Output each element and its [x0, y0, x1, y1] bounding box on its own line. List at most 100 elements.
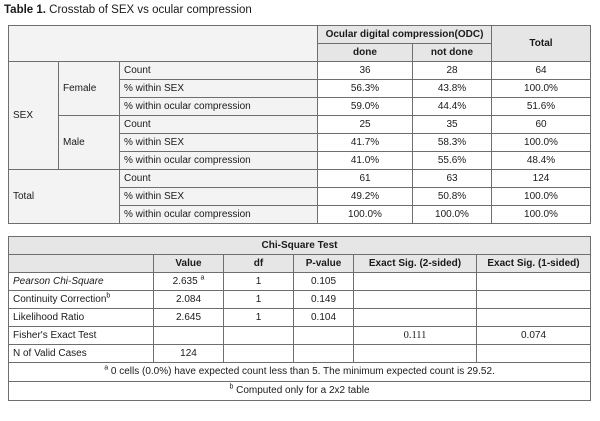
cell: 56.3% [317, 79, 413, 98]
cell [153, 326, 224, 345]
cell: 58.3% [412, 133, 492, 152]
total-column-header: Total [491, 25, 591, 62]
fisher-label: Fisher's Exact Test [8, 326, 154, 345]
continuity-label: Continuity Correctionb [8, 290, 154, 309]
stat-label: % within ocular compression [119, 205, 318, 224]
table-row: % within SEX 49.2% 50.8% 100.0% [9, 187, 591, 206]
stat-label: Count [119, 169, 318, 188]
cell [353, 308, 477, 327]
cell: 100.0% [491, 133, 591, 152]
table-row: N of Valid Cases 124 [8, 344, 591, 363]
caption-text: Crosstab of SEX vs ocular compression [45, 4, 252, 16]
valid-cases-value: 124 [153, 344, 224, 363]
stat-label: % within SEX [119, 79, 318, 98]
table-row: Pearson Chi-Square 2.635 a 1 0.105 [8, 272, 591, 291]
cell: 124 [491, 169, 591, 188]
footnote-a-sup: a [104, 364, 109, 372]
footnote-b-row: b Computed only for a 2x2 table [8, 381, 591, 401]
cell [293, 344, 354, 363]
exact-2-sided-header: Exact Sig. (2-sided) [353, 254, 477, 273]
crosstab-corner [8, 25, 318, 62]
male-label: Male [58, 115, 120, 170]
cell [353, 290, 477, 309]
footnote-a-row: a 0 cells (0.0%) have expected count les… [8, 362, 591, 382]
cell [476, 290, 591, 309]
stat-label: % within ocular compression [119, 97, 318, 116]
table-row: SEX Female Count 36 28 64 [8, 61, 591, 170]
continuity-p: 0.149 [293, 290, 354, 309]
crosstab-table: Ocular digital compression(ODC) Total do… [8, 25, 591, 224]
footnote-a-marker: a [200, 274, 205, 282]
footnote-a-text: 0 cells (0.0%) have expected count less … [108, 366, 495, 377]
cell: 51.6% [491, 97, 591, 116]
likelihood-label: Likelihood Ratio [8, 308, 154, 327]
cell: 100.0% [317, 205, 413, 224]
female-label: Female [58, 61, 120, 116]
cell: 100.0% [491, 205, 591, 224]
cell: 100.0% [491, 187, 591, 206]
cell: 55.6% [412, 151, 492, 170]
total-row-label: Total [8, 169, 120, 224]
cell: 60 [491, 115, 591, 134]
p-value-header: P-value [293, 254, 354, 273]
cell: 35 [412, 115, 492, 134]
footnote-b-sup: b [229, 383, 234, 391]
table-row: % within ocular compression 100.0% 100.0… [9, 205, 591, 224]
cell: 41.7% [317, 133, 413, 152]
table-row: Total Count 61 63 124 [8, 169, 591, 224]
crosstab-subheader-row: done not done [9, 43, 591, 62]
chi-square-title: Chi-Square Test [8, 236, 591, 255]
table-row: % within SEX 41.7% 58.3% 100.0% [9, 133, 591, 152]
cell [353, 272, 477, 291]
cell [223, 326, 294, 345]
chi-square-table: Chi-Square Test Value df P-value Exact S… [8, 236, 591, 401]
stat-label: Count [119, 115, 318, 134]
not-done-column-header: not done [412, 43, 492, 62]
likelihood-df: 1 [223, 308, 294, 327]
cell: 61 [317, 169, 413, 188]
cell: 100.0% [491, 79, 591, 98]
pearson-label: Pearson Chi-Square [8, 272, 154, 291]
chi-square-header-row: Value df P-value Exact Sig. (2-sided) Ex… [8, 254, 591, 273]
cell [476, 344, 591, 363]
continuity-df: 1 [223, 290, 294, 309]
pearson-value-text: 2.635 [172, 275, 198, 287]
cell: 59.0% [317, 97, 413, 116]
cell: 64 [491, 61, 591, 80]
table-row: % within ocular compression 59.0% 44.4% … [9, 97, 591, 116]
table-row: Male Count 25 35 60 [9, 115, 591, 170]
cell: 100.0% [412, 205, 492, 224]
cell: 41.0% [317, 151, 413, 170]
footnote-b-marker: b [106, 292, 111, 300]
continuity-label-text: Continuity Correction [13, 293, 107, 305]
pearson-label-text: Pearson Chi-Square [13, 275, 104, 287]
cell: 63 [412, 169, 492, 188]
fisher-exact-1-sided: 0.074 [476, 326, 591, 345]
stat-label: % within SEX [119, 133, 318, 152]
done-column-header: done [317, 43, 413, 62]
continuity-value: 2.084 [153, 290, 224, 309]
empty-header [8, 254, 154, 273]
pearson-value: 2.635 a [153, 272, 224, 291]
footnote-b-text: Computed only for a 2x2 table [233, 385, 370, 396]
df-header: df [223, 254, 294, 273]
table-row: Fisher's Exact Test 0.111 0.074 [8, 326, 591, 345]
caption-label: Table 1. [4, 4, 46, 16]
cell: 28 [412, 61, 492, 80]
exact-1-sided-header: Exact Sig. (1-sided) [476, 254, 591, 273]
cell [353, 344, 477, 363]
stat-label: Count [119, 61, 318, 80]
footnote-b: b Computed only for a 2x2 table [8, 381, 591, 401]
cell [476, 272, 591, 291]
cell [476, 308, 591, 327]
value-header: Value [153, 254, 224, 273]
table-row: Likelihood Ratio 2.645 1 0.104 [8, 308, 591, 327]
valid-cases-label: N of Valid Cases [8, 344, 154, 363]
cell: 48.4% [491, 151, 591, 170]
chi-square-title-row: Chi-Square Test [8, 236, 591, 255]
fisher-exact-2-sided: 0.111 [353, 326, 477, 345]
pearson-p: 0.105 [293, 272, 354, 291]
cell: 50.8% [412, 187, 492, 206]
sex-group-label: SEX [8, 61, 59, 170]
